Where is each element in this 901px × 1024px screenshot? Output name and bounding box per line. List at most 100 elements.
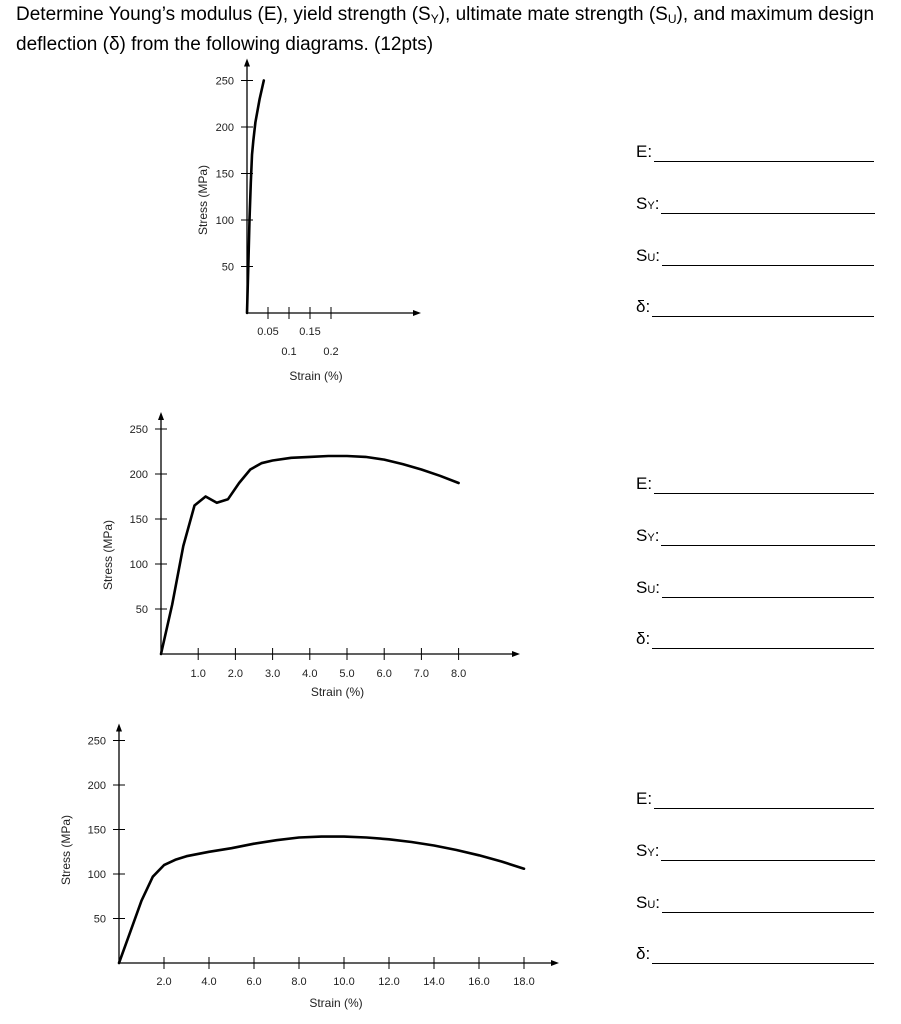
answer-label: E:: [636, 142, 653, 161]
x-tick-label: 3.0: [265, 668, 280, 680]
answer-label: SU:: [636, 578, 661, 597]
x-tick-label: 16.0: [468, 976, 489, 988]
answer-blank-field[interactable]: [654, 475, 875, 494]
subscript-text: U: [667, 12, 677, 26]
x-tick-label: 8.0: [451, 668, 466, 680]
y-axis-arrow-icon: [158, 412, 164, 420]
x-axis-title: Strain (%): [289, 369, 342, 383]
y-axis-arrow-icon: [244, 58, 250, 67]
answer-blank-field[interactable]: [661, 527, 876, 546]
x-tick-label: 6.0: [246, 976, 261, 988]
answer-row: SU:: [636, 242, 875, 266]
x-tick-label: 2.0: [156, 976, 171, 988]
answer-label-subscript: Y: [647, 532, 655, 544]
answer-blank-field[interactable]: [662, 894, 875, 913]
y-tick-label: 150: [88, 825, 106, 837]
answer-blank-field[interactable]: [654, 143, 875, 162]
x-tick-label: 0.15: [299, 326, 320, 338]
x-tick-label: 0.2: [323, 346, 338, 358]
x-tick-label: 14.0: [423, 976, 444, 988]
x-axis-arrow-icon: [512, 651, 520, 657]
y-tick-label: 200: [130, 469, 148, 481]
answer-blank-field[interactable]: [662, 579, 875, 598]
answer-label: SY:: [636, 194, 660, 213]
question-fragment: Determine Young’s modulus (E), yield str…: [16, 4, 431, 25]
x-tick-label: 2.0: [228, 668, 243, 680]
answer-label-subscript: U: [647, 899, 656, 911]
answer-row: δ:: [636, 625, 875, 649]
answer-row: SU:: [636, 574, 875, 598]
answer-label: E:: [636, 789, 653, 808]
answer-row: SY:: [636, 522, 876, 546]
x-tick-label: 0.1: [281, 346, 296, 358]
x-tick-label: 7.0: [414, 668, 429, 680]
answer-blank-field[interactable]: [654, 790, 875, 809]
answer-row: E:: [636, 138, 875, 162]
answer-row: δ:: [636, 940, 875, 964]
x-tick-label: 8.0: [291, 976, 306, 988]
answer-row: E:: [636, 470, 875, 494]
x-tick-label: 1.0: [191, 668, 206, 680]
answer-label: δ:: [636, 944, 651, 963]
answer-label: SY:: [636, 841, 660, 860]
answer-label-subscript: Y: [647, 847, 655, 859]
y-tick-label: 200: [88, 780, 106, 792]
answer-label: E:: [636, 474, 653, 493]
y-tick-label: 50: [94, 914, 106, 926]
answer-row: SY:: [636, 837, 876, 861]
x-axis-arrow-icon: [413, 310, 421, 316]
y-tick-label: 150: [130, 514, 148, 526]
y-axis-arrow-icon: [116, 723, 122, 732]
answer-label: δ:: [636, 297, 651, 316]
answer-label-subscript: U: [647, 584, 656, 596]
x-axis-title: Strain (%): [309, 996, 362, 1010]
y-tick-label: 250: [216, 76, 234, 88]
answer-row: E:: [636, 785, 875, 809]
stress-strain-chart-2: 50 100 150 200 250 1.0 2.0 3.0 4.0 5.0 6.0 7.0 8.0 St…: [101, 412, 520, 699]
question-text: Determine Young’s modulus (E), yield str…: [16, 2, 886, 57]
answer-blank-field[interactable]: [661, 195, 876, 214]
subscript-text: Y: [430, 12, 439, 26]
answer-blank-field[interactable]: [662, 247, 875, 266]
y-axis-title: Stress (MPa): [196, 165, 210, 235]
answer-row: SY:: [636, 190, 876, 214]
stress-strain-chart-3: 50 100 150 200 250 2.0 4.0 6.0 8.0 10.0 12.0 14.0 16…: [59, 723, 559, 1010]
y-tick-label: 200: [216, 122, 234, 134]
x-tick-label: 12.0: [378, 976, 399, 988]
stress-strain-chart-1: 50 100 150 200 250 0.050.10.150.2 Strain (%) St…: [196, 58, 421, 383]
x-tick-label: 6.0: [377, 668, 392, 680]
answer-label-subscript: Y: [647, 200, 655, 212]
y-tick-label: 100: [216, 215, 234, 227]
y-tick-label: 50: [136, 604, 148, 616]
answer-row: SU:: [636, 889, 875, 913]
x-tick-label: 18.0: [513, 976, 534, 988]
x-tick-label: 5.0: [339, 668, 354, 680]
answer-blank-field[interactable]: [661, 842, 876, 861]
answer-label: δ:: [636, 629, 651, 648]
x-axis-title: Strain (%): [311, 685, 364, 699]
answer-label: SU:: [636, 246, 661, 265]
x-tick-label: 10.0: [333, 976, 354, 988]
answer-label: SU:: [636, 893, 661, 912]
stress-strain-curve: [159, 454, 460, 656]
stress-strain-curve: [117, 835, 526, 965]
answer-label: SY:: [636, 526, 660, 545]
answer-blank-field[interactable]: [652, 298, 875, 317]
y-tick-label: 100: [130, 559, 148, 571]
question-fragment: ), ultimate mate strength (S: [438, 4, 668, 25]
y-tick-label: 150: [216, 169, 234, 181]
x-tick-label: 0.05: [257, 326, 278, 338]
answer-label-subscript: U: [647, 252, 656, 264]
answer-blank-field[interactable]: [652, 630, 875, 649]
stress-strain-curve: [245, 79, 266, 315]
y-axis-title: Stress (MPa): [59, 815, 73, 885]
y-tick-label: 250: [130, 424, 148, 436]
y-axis-title: Stress (MPa): [101, 520, 115, 590]
answer-row: δ:: [636, 293, 875, 317]
x-tick-label: 4.0: [201, 976, 216, 988]
y-tick-label: 250: [88, 736, 106, 748]
question-fragment: ), and maximum design deflection (δ) fro…: [16, 4, 875, 55]
answer-blank-field[interactable]: [652, 945, 875, 964]
y-tick-label: 100: [88, 869, 106, 881]
x-axis-arrow-icon: [551, 960, 559, 966]
